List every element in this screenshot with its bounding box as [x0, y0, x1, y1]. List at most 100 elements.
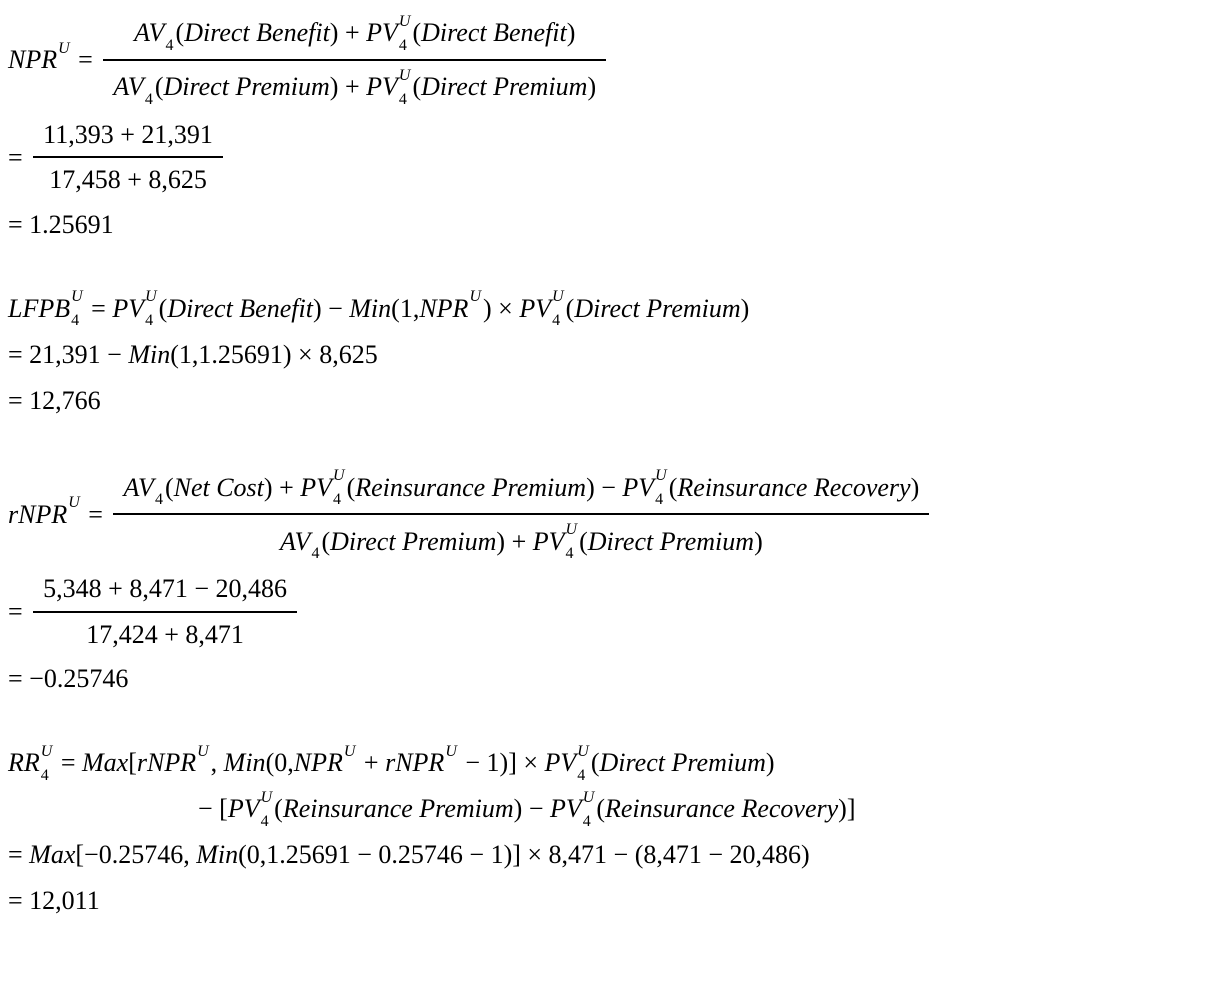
math-text: NPR: [8, 45, 58, 75]
math-text: Reinsurance Recovery: [604, 794, 839, 824]
math-text: ): [740, 293, 750, 323]
math-text: = −0.25746: [8, 664, 129, 694]
math-text: ) +: [329, 72, 367, 102]
math-text: )]: [838, 794, 856, 824]
math-token: Max: [82, 747, 128, 778]
math-text: 17,424 + 8,471: [86, 619, 244, 649]
subscript: ​: [469, 313, 481, 329]
math-token: ) −: [514, 793, 550, 824]
math-text: rNPR: [8, 499, 68, 529]
math-token: (: [155, 71, 164, 102]
math-token: ) −: [586, 472, 622, 503]
math-text: ): [910, 472, 920, 502]
math-text: (: [596, 794, 605, 824]
subscript: 4: [398, 37, 407, 54]
math-text: PV: [366, 72, 398, 102]
math-text: ) +: [263, 472, 301, 502]
math-token: ): [741, 293, 750, 324]
math-text: [−0.25746,: [75, 840, 197, 870]
math-text: Direct Benefit: [167, 293, 313, 323]
math-token: (: [566, 293, 575, 324]
math-token: AV​4: [134, 13, 175, 53]
math-token: (0,: [266, 747, 294, 778]
math-text: (1,: [391, 293, 420, 323]
math-text: AV: [123, 472, 154, 502]
math-token: ) +: [496, 526, 532, 557]
math-text: 5,348 + 8,471 − 20,486: [43, 574, 287, 604]
math-token: ): [587, 71, 596, 102]
math-token: (1,1.25691) × 8,625: [170, 339, 377, 370]
math-token: (: [596, 793, 605, 824]
superscript: U: [68, 494, 80, 512]
equation-line: = −0.25746: [8, 659, 1209, 699]
math-token: Reinsurance Recovery: [605, 793, 838, 824]
math-text: LFPB: [8, 293, 71, 323]
subscript: ​: [445, 768, 457, 784]
math-token: =: [8, 142, 29, 173]
math-text: ) ×: [483, 293, 520, 323]
sub-superscript: ​4: [145, 68, 153, 108]
superscript: U: [565, 521, 578, 539]
math-token: =: [54, 747, 82, 778]
math-token: 17,458 + 8,625: [49, 164, 207, 195]
math-text: PV: [227, 794, 260, 824]
fraction-numerator: 11,393 + 21,391: [33, 116, 223, 159]
superscript: ​: [145, 68, 153, 84]
math-text: ) +: [496, 526, 533, 556]
math-token: (: [591, 747, 600, 778]
math-text: ) +: [329, 18, 367, 48]
math-text: (0,: [265, 748, 294, 778]
math-token: Direct Premium: [600, 747, 766, 778]
math-token: = 21,391 −: [8, 339, 128, 370]
math-text: rNPR: [385, 748, 445, 778]
math-text: ): [765, 748, 775, 778]
math-text: Direct Premium: [330, 526, 497, 556]
math-text: Max: [82, 748, 129, 778]
math-token: (: [579, 526, 588, 557]
subscript: 4: [71, 312, 80, 330]
subscript: 4: [552, 312, 561, 330]
math-text: Reinsurance Premium: [282, 794, 514, 824]
math-token: Direct Premium: [421, 71, 587, 102]
math-token: Direct Premium: [163, 71, 329, 102]
superscript: U: [145, 288, 157, 306]
math-text: Min: [349, 293, 392, 323]
math-text: (: [321, 526, 331, 556]
math-token: − 1)] ×: [459, 747, 545, 778]
sub-superscript: U​: [68, 495, 80, 535]
math-text: =: [71, 45, 100, 75]
math-text: Max: [29, 840, 76, 870]
math-token: PV U 4: [300, 467, 346, 508]
math-token: PV U 4: [228, 789, 274, 829]
sub-superscript: U​: [344, 743, 356, 784]
math-token: Min: [128, 339, 170, 370]
superscript: ​: [311, 522, 319, 538]
math-text: (0,1.25691 − 0.25746 − 1)] × 8,471 − (8,…: [238, 840, 810, 870]
math-token: Direct Premium: [574, 293, 740, 324]
math-token: Direct Benefit: [184, 17, 330, 48]
math-text: 17,458 + 8,625: [49, 165, 207, 195]
math-text: PV: [112, 293, 145, 323]
math-token: = 12,766: [8, 385, 101, 416]
math-token: =: [82, 499, 110, 530]
math-token: (: [412, 17, 421, 48]
math-text: =: [8, 596, 30, 626]
subscript: ​: [68, 519, 80, 535]
math-text: Direct Benefit: [421, 18, 567, 48]
math-token: PV U 4: [622, 467, 668, 508]
math-token: PV U 4: [519, 288, 565, 330]
math-token: 5,348 + 8,471 − 20,486: [43, 573, 287, 604]
superscript: U: [333, 467, 345, 485]
math-text: PV: [366, 18, 398, 48]
math-text: (: [412, 72, 422, 102]
superscript: ​: [155, 468, 163, 484]
math-text: rNPR: [136, 748, 197, 778]
math-token: (: [412, 71, 421, 102]
subscript: 4: [154, 491, 163, 509]
math-token: Direct Premium: [330, 526, 496, 557]
